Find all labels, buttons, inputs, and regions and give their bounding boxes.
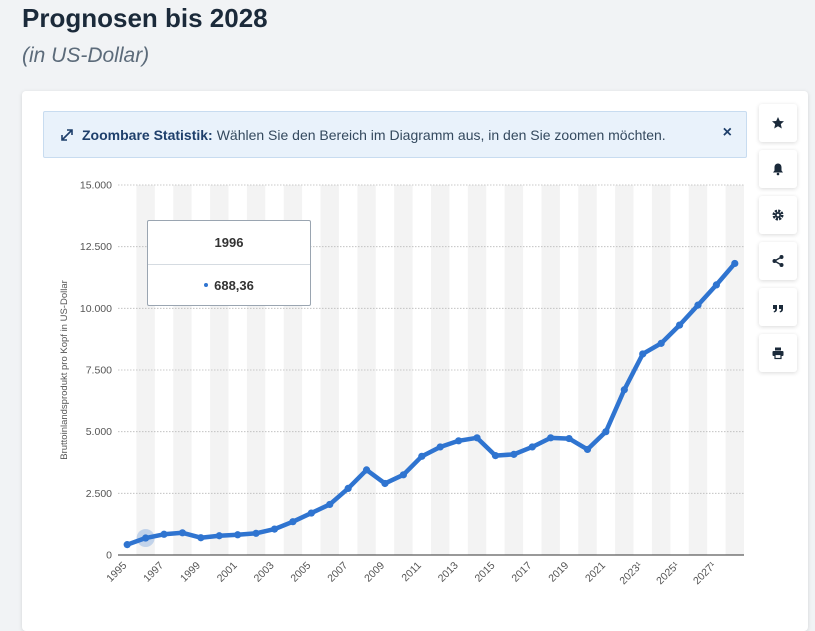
data-point xyxy=(234,531,242,539)
data-point xyxy=(694,301,702,309)
zoom-notice-text: Wählen Sie den Bereich im Diagramm aus, … xyxy=(216,126,666,143)
year-band xyxy=(320,185,339,555)
y-tick-label: 10.000 xyxy=(80,303,112,315)
tooltip: 1996 688,36 xyxy=(147,220,311,306)
x-tick-label: 2019 xyxy=(546,560,571,585)
data-point xyxy=(436,443,444,451)
year-band xyxy=(357,185,376,555)
x-tick-label: 2027¹ xyxy=(691,559,719,587)
data-point xyxy=(270,525,279,533)
x-tick-label: 2015 xyxy=(473,560,498,585)
data-point xyxy=(381,479,389,488)
data-point xyxy=(252,529,260,537)
y-tick-label: 12.500 xyxy=(80,241,112,253)
zoom-notice: Zoombare Statistik: Wählen Sie den Berei… xyxy=(43,111,747,158)
data-point xyxy=(620,386,628,394)
close-icon[interactable]: × xyxy=(722,124,732,141)
y-axis-ticks: 0 2.500 5.000 7.500 10.000 12.500 15.000 xyxy=(80,180,112,562)
gear-icon xyxy=(772,209,784,221)
x-tick-label: 2017 xyxy=(509,560,534,585)
y-tick-label: 2.500 xyxy=(86,488,112,500)
data-point xyxy=(712,281,720,289)
series-marker xyxy=(204,283,209,287)
share-icon xyxy=(772,255,784,267)
share-button[interactable] xyxy=(759,242,797,280)
print-button[interactable] xyxy=(759,334,797,372)
year-band xyxy=(725,185,744,555)
data-point xyxy=(565,434,573,443)
data-point xyxy=(602,428,610,436)
data-point xyxy=(399,471,407,479)
x-tick-label: 2025¹ xyxy=(654,559,682,587)
x-tick-label: 1999 xyxy=(178,560,203,585)
data-point xyxy=(307,509,315,517)
data-point xyxy=(215,532,223,540)
x-tick-label: 2005 xyxy=(288,560,313,585)
x-axis-ticks: 1995 1997 1999 2001 2003 2005 2007 2009 2011 2013… xyxy=(104,559,719,587)
favorite-button[interactable] xyxy=(759,104,797,142)
x-tick-label: 2011 xyxy=(399,560,424,585)
data-point xyxy=(731,259,739,268)
data-point xyxy=(123,541,131,549)
x-tick-label: 2007 xyxy=(325,560,350,585)
x-tick-label: 2003 xyxy=(252,560,277,585)
data-point xyxy=(455,437,463,445)
year-band xyxy=(467,185,487,555)
bell-icon xyxy=(773,163,783,176)
data-point xyxy=(178,529,187,537)
year-band xyxy=(504,185,524,555)
settings-button[interactable] xyxy=(759,196,797,234)
data-point xyxy=(491,451,500,460)
year-band xyxy=(615,185,634,555)
data-point xyxy=(142,534,150,542)
data-point xyxy=(160,530,168,538)
quote-icon xyxy=(773,305,783,313)
data-point xyxy=(362,466,371,474)
data-point xyxy=(197,534,205,542)
zoom-notice-label: Zoombare Statistik: xyxy=(82,126,213,143)
x-tick-label: 2009 xyxy=(362,560,387,585)
data-point xyxy=(675,321,684,329)
data-point xyxy=(657,339,665,347)
x-tick-label: 2001 xyxy=(215,560,240,585)
y-axis-label: Bruttoinlandsprodukt pro Kopf in US-Doll… xyxy=(59,280,70,460)
tooltip-value-row: 688,36 xyxy=(148,265,310,305)
x-tick-label: 1997 xyxy=(141,560,166,585)
data-point xyxy=(547,434,555,442)
y-tick-label: 0 xyxy=(106,550,112,562)
star-icon xyxy=(772,117,784,129)
page-title: Prognosen bis 2028 xyxy=(22,3,268,33)
series-line xyxy=(124,261,738,547)
chart-grid xyxy=(118,184,744,556)
page-subtitle: (in US-Dollar) xyxy=(22,44,150,67)
data-point xyxy=(473,434,481,442)
data-point xyxy=(639,350,647,358)
print-icon xyxy=(772,347,784,360)
x-tick-label: 2023¹ xyxy=(617,559,645,587)
y-tick-label: 5.000 xyxy=(86,426,112,438)
chart-points xyxy=(123,259,739,549)
expand-icon xyxy=(61,128,73,141)
data-point xyxy=(528,443,536,451)
data-point xyxy=(344,484,352,492)
x-tick-label: 2021 xyxy=(583,560,608,585)
y-tick-label: 15.000 xyxy=(80,180,112,192)
data-point xyxy=(326,500,334,509)
notification-button[interactable] xyxy=(759,150,797,188)
cite-button[interactable] xyxy=(759,288,797,326)
y-tick-label: 7.500 xyxy=(86,365,112,377)
data-point xyxy=(510,450,518,458)
tooltip-value: 688,36 xyxy=(214,277,254,293)
tooltip-year: 1996 xyxy=(148,221,310,265)
data-point xyxy=(289,518,297,526)
data-point xyxy=(583,445,592,454)
x-tick-label: 2013 xyxy=(436,560,461,585)
chart-series xyxy=(124,261,738,547)
x-tick-label: 1995 xyxy=(104,560,129,585)
data-point xyxy=(418,452,426,460)
